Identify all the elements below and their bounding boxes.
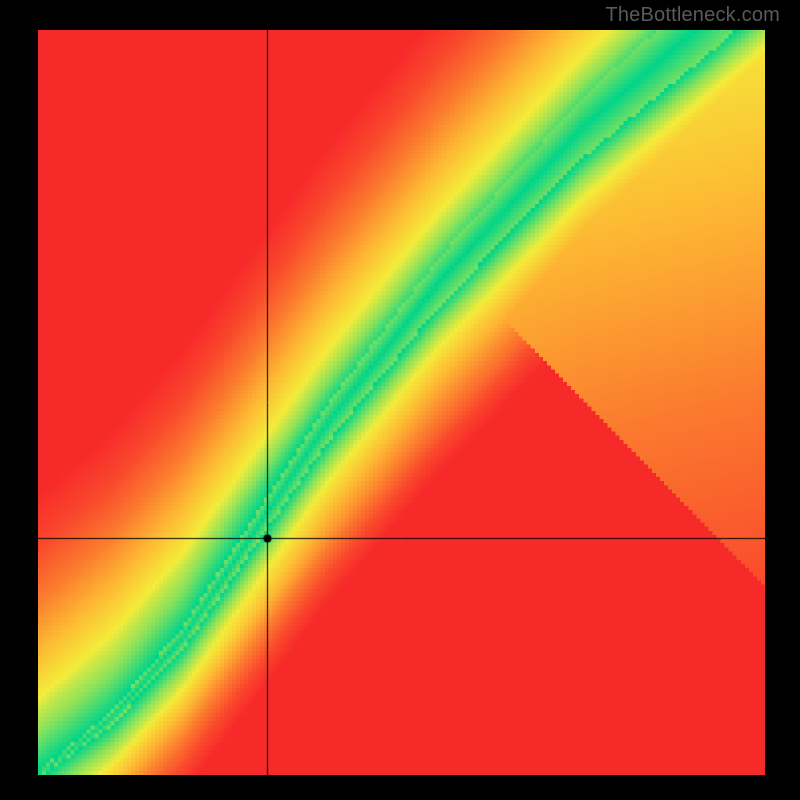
watermark-label: TheBottleneck.com	[605, 4, 780, 27]
crosshair-overlay	[38, 30, 765, 775]
